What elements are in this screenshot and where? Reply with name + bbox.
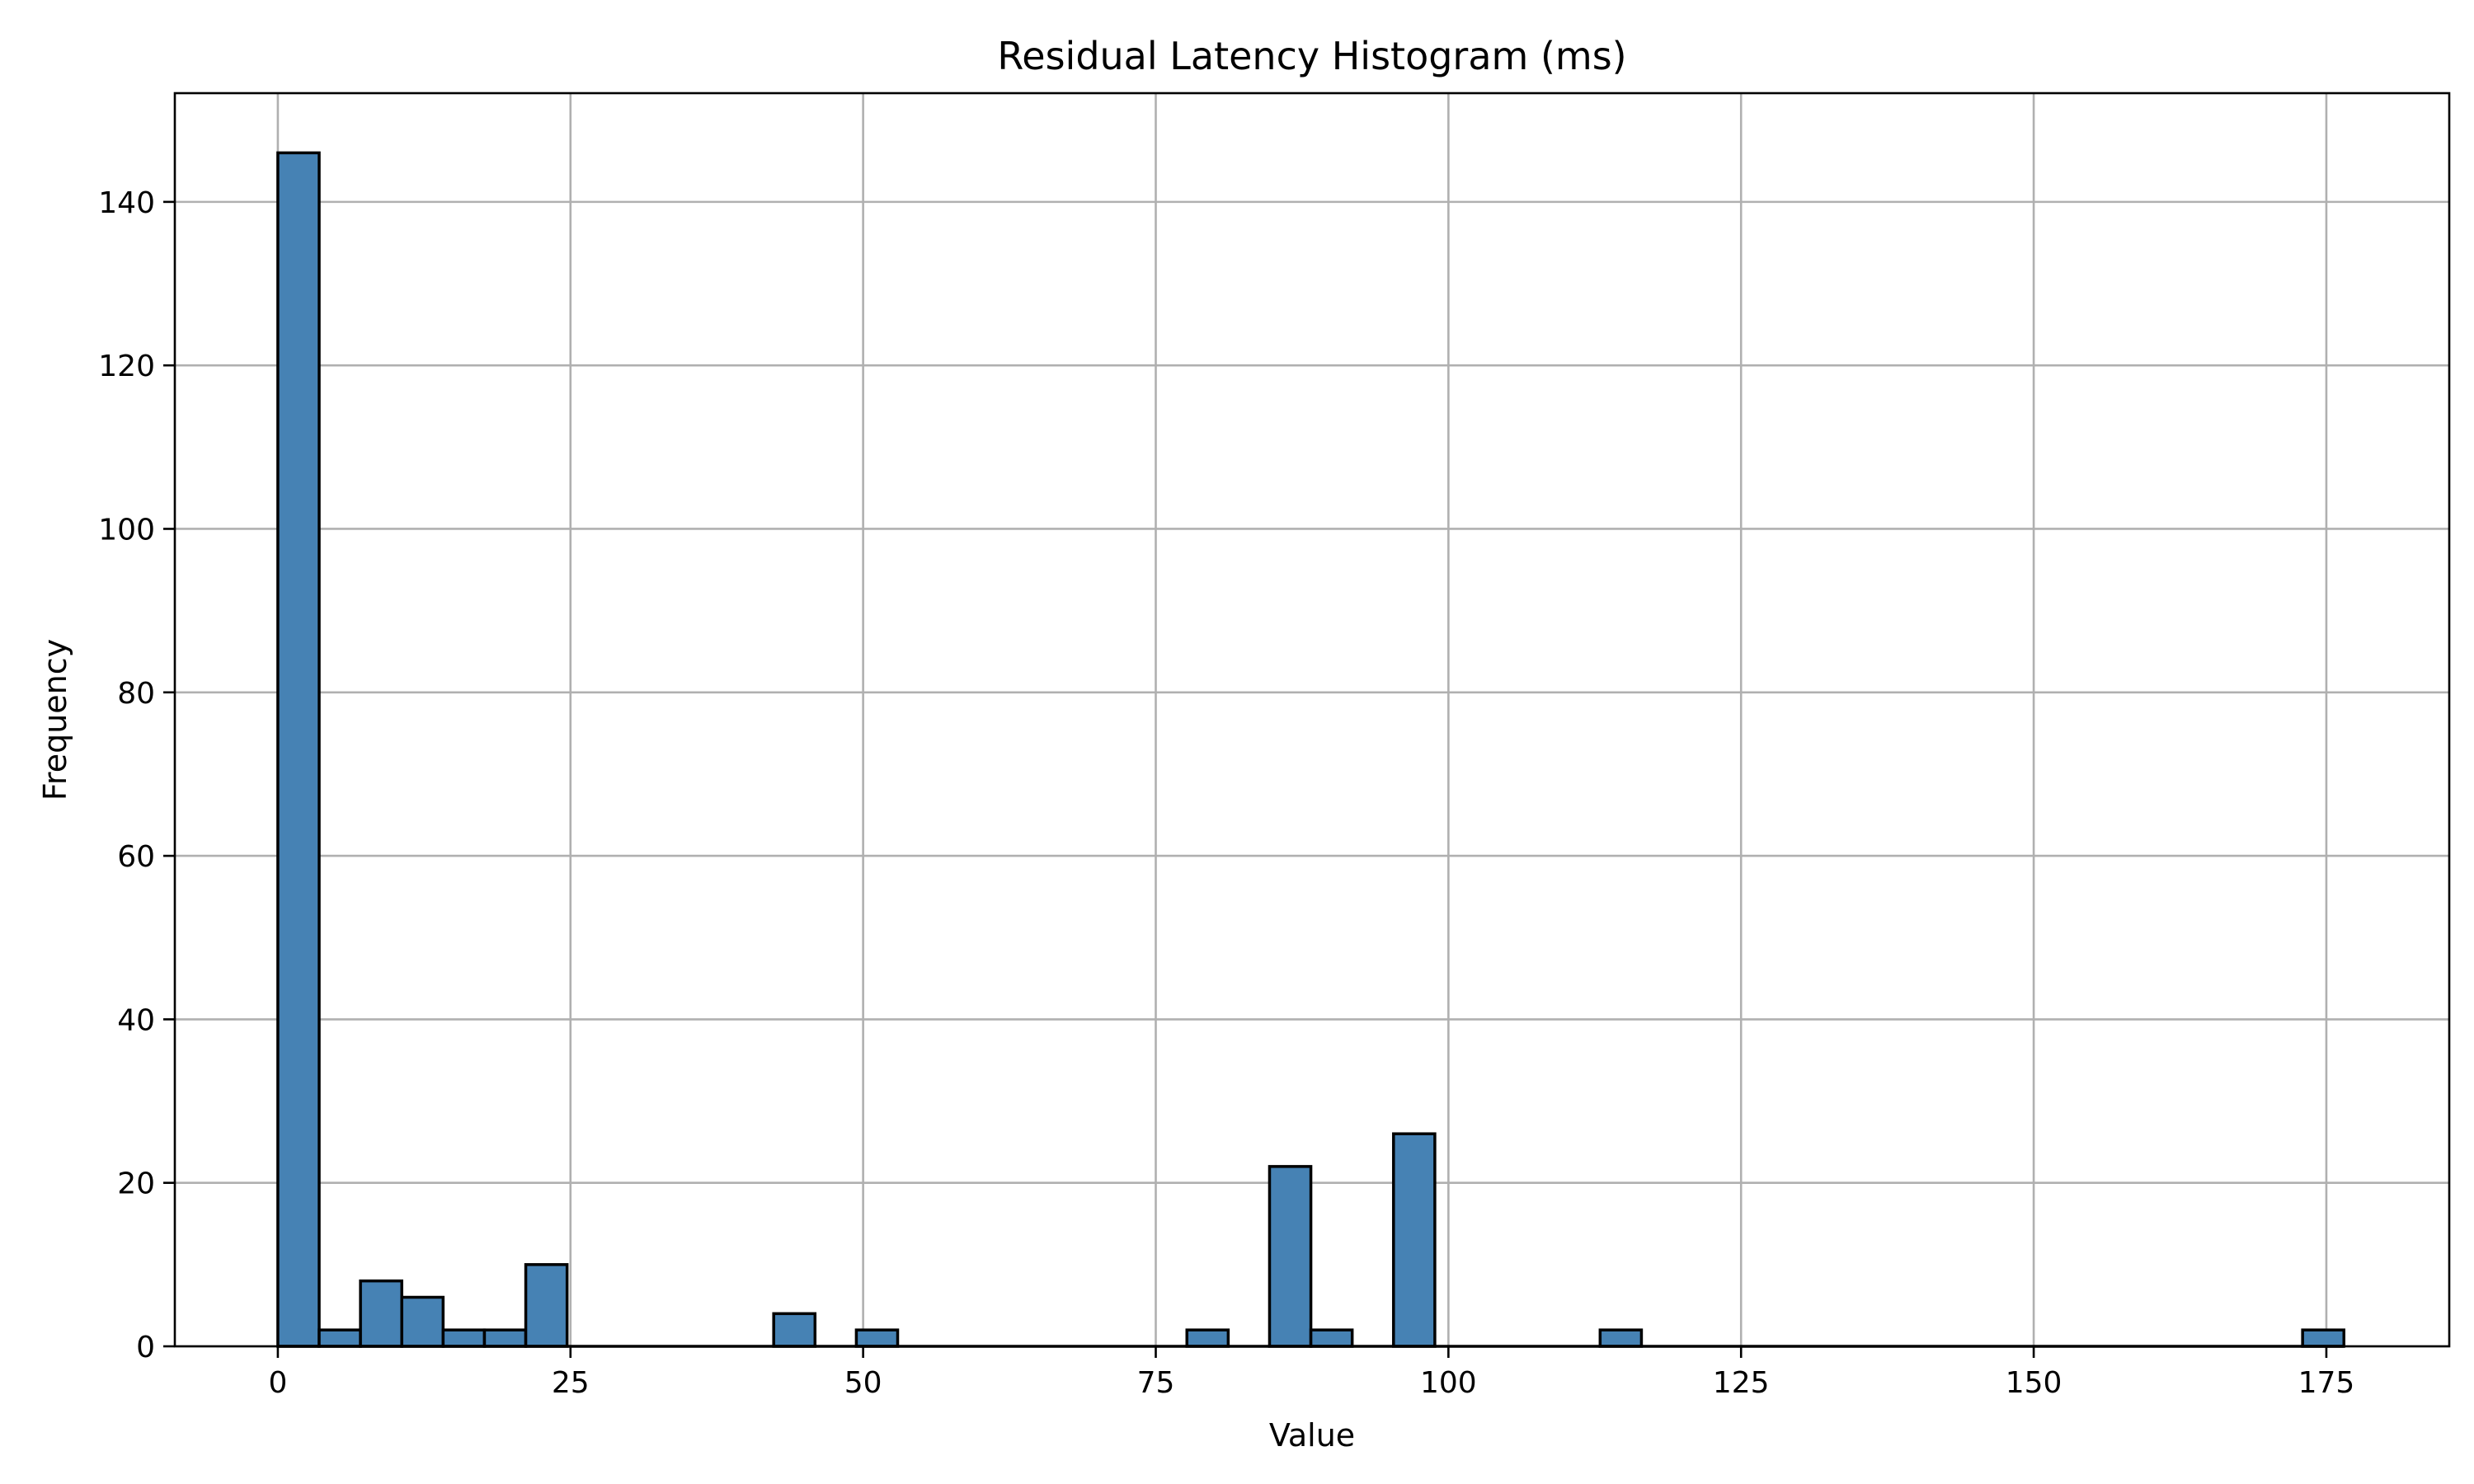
y-tick-label: 0 [136,1331,155,1364]
y-axis-label: Frequency [37,639,73,801]
histogram-bar [400,1295,445,1348]
y-tick-label: 60 [117,840,155,874]
x-axis-label: Value [1269,1417,1355,1453]
axes-frame [173,92,2451,1348]
histogram-bar [2301,1328,2345,1348]
histogram-bar [1392,1132,1437,1348]
x-tick-label: 0 [268,1366,287,1400]
histogram-bar [482,1328,528,1348]
histogram-bar [276,151,321,1348]
x-tick-label: 75 [1137,1366,1175,1400]
histogram-bar [854,1328,900,1348]
chart-title: Residual Latency Histogram (ms) [997,34,1626,78]
histogram-bar [1268,1165,1313,1348]
y-tick-label: 140 [98,186,155,220]
x-tick-label: 100 [1420,1366,1477,1400]
histogram-bar [1309,1328,1354,1348]
y-tick-label: 20 [117,1167,155,1201]
histogram-bar [359,1279,403,1348]
grid [175,93,2449,1348]
histogram-bar [1598,1328,1644,1348]
histogram-bar [772,1312,817,1348]
y-tick-label: 80 [117,677,155,711]
histogram-bar [317,1328,362,1348]
x-tick-label: 50 [844,1366,882,1400]
y-tick-label: 100 [98,513,155,547]
histogram-bar [441,1328,487,1348]
y-tick-label: 40 [117,1003,155,1037]
x-tick-label: 175 [2298,1366,2355,1400]
y-tick-label: 120 [98,350,155,383]
x-tick-label: 25 [552,1366,590,1400]
ticks: 0 25 50 75 100 125 150 175 0 20 40 60 80 100 120 140 [98,186,2354,1400]
histogram-bar [524,1263,569,1348]
x-tick-label: 150 [2006,1366,2062,1400]
x-tick-label: 125 [1713,1366,1770,1400]
histogram-bar [1185,1328,1230,1348]
